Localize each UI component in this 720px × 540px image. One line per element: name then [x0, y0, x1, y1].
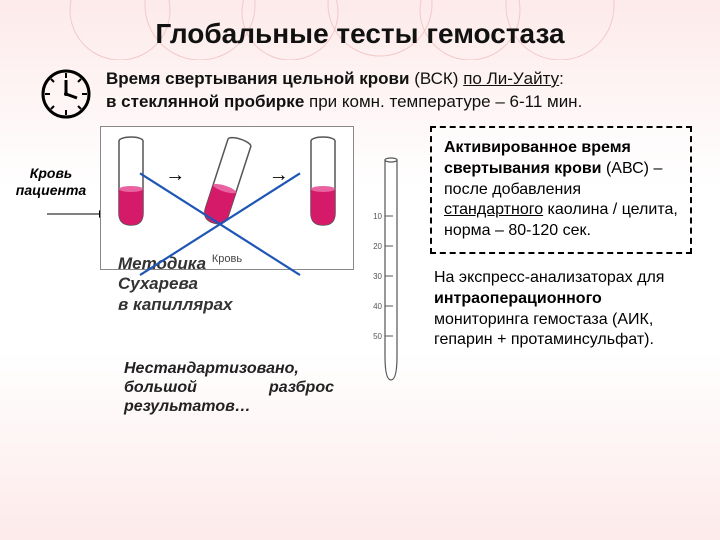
pointer-arrow: [45, 208, 105, 220]
express-a: На экспресс-анализаторах для: [434, 269, 664, 286]
method-l3: в капиллярах: [118, 295, 233, 315]
tubes-diagram: → →: [100, 126, 354, 270]
intro-l1-colon: :: [559, 69, 564, 88]
nonstd-l2: большой разброс: [124, 379, 334, 398]
express-bold: интраоперационного: [434, 290, 602, 307]
patient-l2: пациента: [12, 182, 90, 199]
intro-l2-plain: при комн. температуре – 6-11 мин.: [309, 92, 582, 111]
intro-l1-under: по Ли-Уайту: [463, 69, 559, 88]
clock-icon: [40, 68, 92, 120]
svg-text:20: 20: [373, 242, 382, 251]
content-columns: → →: [100, 126, 692, 417]
svg-text:30: 30: [373, 272, 382, 281]
left-column: → →: [100, 126, 360, 417]
nonstd-l3: результатов…: [124, 398, 334, 417]
arrow-icon-2: →: [269, 164, 289, 187]
capillary-column: 10 20 30 40 50: [360, 126, 422, 417]
arrow-icon-1: →: [165, 164, 185, 187]
method-l2: Сухарева: [118, 274, 233, 294]
avc-box: Активированное время свертывания крови (…: [430, 126, 692, 254]
intro-l1-plain: (ВСК): [414, 69, 463, 88]
intro-l1-bold: Время свертывания цельной крови: [106, 69, 414, 88]
express-note: На экспресс-анализаторах для интраоперац…: [430, 268, 692, 351]
intro-text: Время свертывания цельной крови (ВСК) по…: [106, 68, 582, 114]
nonstandard-note: Нестандартизовано, большой разброс резул…: [124, 360, 334, 417]
method-l1: Методика: [118, 254, 233, 274]
method-caption: Методика Сухарева в капиллярах: [118, 254, 233, 315]
svg-text:50: 50: [373, 332, 382, 341]
express-b: мониторинга гемостаза (АИК, гепарин + пр…: [434, 311, 654, 349]
tube-1: [114, 135, 148, 227]
intro-l2-bold: в стеклянной пробирке: [106, 92, 309, 111]
patient-l1: Кровь: [12, 165, 90, 182]
svg-text:40: 40: [373, 302, 382, 311]
avc-bold: Активированное время свертывания крови: [444, 139, 631, 177]
right-column: Активированное время свертывания крови (…: [430, 126, 692, 417]
slide-title: Глобальные тесты гемостаза: [0, 0, 720, 50]
avc-under: стандартного: [444, 201, 543, 218]
tube-3: [306, 135, 340, 227]
svg-text:10: 10: [373, 212, 382, 221]
tube-2: [202, 135, 252, 227]
intro-row: Время свертывания цельной крови (ВСК) по…: [40, 68, 680, 120]
capillary-icon: 10 20 30 40 50: [365, 156, 417, 386]
nonstd-l1: Нестандартизовано,: [124, 360, 334, 379]
patient-label: Кровь пациента: [12, 165, 90, 199]
